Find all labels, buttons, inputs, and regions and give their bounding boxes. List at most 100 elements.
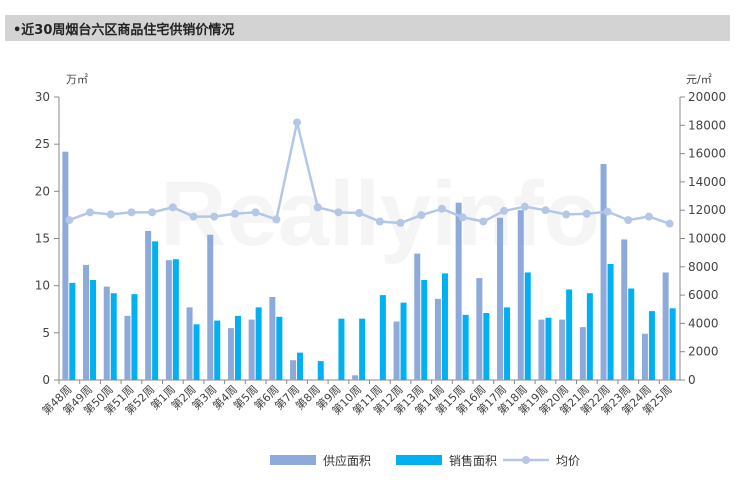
right-tick-label: 12000 (688, 203, 726, 217)
legend-sales-label: 销售面积 (449, 453, 497, 468)
sales-bar (441, 273, 448, 380)
sales-bar (317, 361, 324, 380)
legend-sales-swatch (396, 455, 442, 465)
supply-bar (393, 321, 400, 380)
price-point (86, 208, 95, 217)
price-point (168, 203, 177, 212)
right-tick-label: 10000 (688, 232, 726, 246)
price-point (582, 209, 591, 218)
supply-bar (207, 234, 214, 380)
price-point (624, 216, 633, 225)
price-point (148, 208, 157, 217)
price-point (541, 206, 550, 215)
price-point (272, 215, 281, 224)
price-line-layer (65, 118, 674, 228)
supply-bar (455, 202, 462, 380)
sales-bar (255, 307, 262, 380)
price-point (293, 118, 302, 127)
legend-supply-label: 供应面积 (323, 453, 371, 468)
supply-bar (414, 253, 421, 380)
sales-bar (586, 293, 593, 380)
right-tick-label: 14000 (688, 175, 726, 189)
sales-bar (90, 280, 97, 380)
price-point (65, 216, 74, 225)
supply-bar (559, 319, 566, 380)
supply-bar (641, 333, 648, 380)
right-tick-label: 20000 (688, 90, 726, 104)
supply-bar (103, 286, 110, 380)
supply-bar (600, 163, 607, 380)
sales-bar (400, 302, 407, 380)
price-point (375, 217, 384, 226)
sales-bar (669, 308, 676, 380)
supply-bar (352, 375, 359, 380)
x-tick-labels: 第48周第49周第50周第51周第52周第1周第2周第3周第4周第5周第6周第7… (39, 382, 675, 417)
sales-bar (524, 272, 531, 380)
right-tick-label: 4000 (688, 316, 719, 330)
supply-bar (165, 260, 172, 380)
price-point (500, 206, 509, 215)
supply-bar (538, 319, 545, 380)
sales-bar (131, 294, 138, 380)
sales-bar (110, 293, 117, 380)
price-point (210, 212, 219, 221)
sales-bar (607, 263, 614, 380)
price-point (665, 219, 674, 228)
price-point (417, 211, 426, 220)
right-tick-label: 6000 (688, 288, 719, 302)
sales-bar (566, 289, 573, 380)
chart-title: •近30周烟台六区商品住宅供销价情况 (13, 23, 235, 38)
left-tick-label: 15 (35, 232, 50, 246)
legend-price-label: 均价 (556, 454, 580, 468)
price-point (334, 208, 343, 217)
sales-bar (172, 259, 179, 380)
supply-bar (290, 360, 297, 380)
left-tick-label: 30 (35, 90, 50, 104)
sales-bar (69, 282, 76, 380)
price-point (189, 212, 198, 221)
sales-bar (276, 316, 283, 380)
price-point (106, 210, 115, 219)
supply-bar (145, 230, 152, 380)
left-tick-label: 25 (35, 137, 50, 151)
price-point (127, 208, 136, 217)
legend-supply-swatch (270, 455, 316, 465)
sales-bar (483, 313, 490, 380)
left-tick-label: 0 (42, 373, 50, 387)
right-axis-unit: 元/㎡ (686, 73, 712, 86)
price-point (603, 207, 612, 216)
price-point (355, 209, 364, 218)
sales-bar (648, 311, 655, 380)
price-point (251, 208, 260, 217)
price-point (396, 218, 405, 227)
right-tick-label: 8000 (688, 260, 719, 274)
price-point (479, 217, 488, 226)
bars-layer (62, 151, 676, 380)
supply-bar (248, 319, 255, 380)
price-point (562, 210, 571, 219)
left-tick-label: 5 (42, 326, 50, 340)
legend-price-marker (522, 456, 530, 464)
supply-bar (62, 151, 69, 380)
supply-bar (186, 307, 193, 380)
right-tick-label: 2000 (688, 345, 719, 359)
supply-bar (621, 239, 628, 380)
sales-bar (379, 295, 386, 380)
sales-bar (152, 241, 159, 380)
right-tick-label: 18000 (688, 118, 726, 132)
supply-bar (269, 296, 276, 380)
supply-bar (497, 217, 504, 380)
sales-bar (359, 318, 366, 380)
price-point (644, 212, 653, 221)
sales-bar (421, 280, 428, 380)
price-point (230, 209, 239, 218)
right-tick-label: 0 (688, 373, 696, 387)
supply-bar (579, 327, 586, 380)
price-point (520, 202, 529, 211)
sales-bar (214, 320, 221, 380)
supply-bar (476, 278, 483, 380)
left-tick-label: 10 (35, 279, 50, 293)
sales-bar (462, 314, 469, 380)
sales-bar (297, 352, 304, 380)
